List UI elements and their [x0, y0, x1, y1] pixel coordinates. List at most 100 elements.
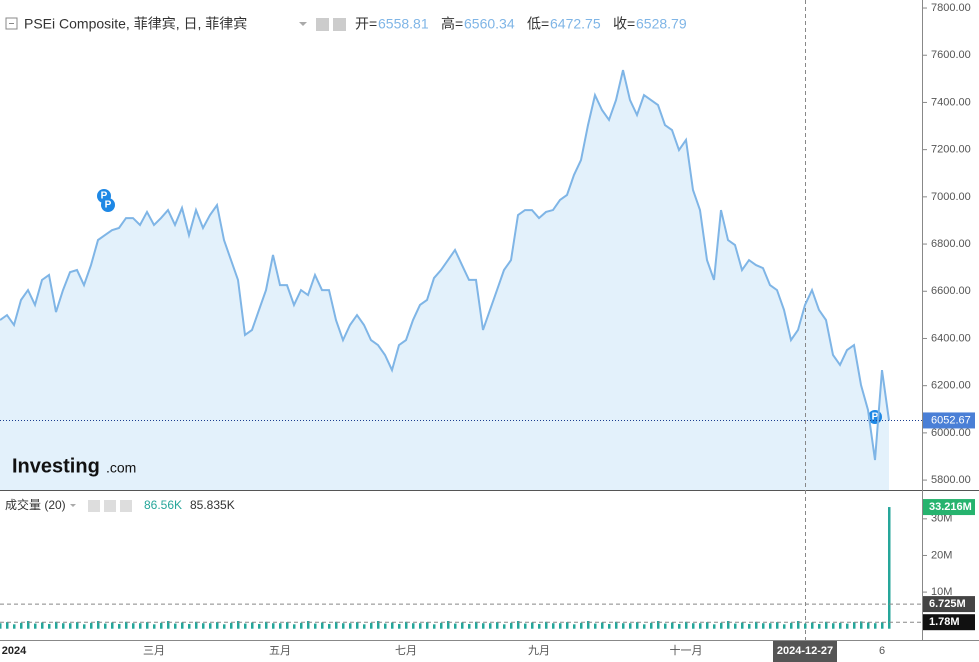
volume-bar [524, 623, 527, 629]
x-tick-label: 2024-12-27 [777, 645, 833, 657]
volume-bar [685, 621, 688, 629]
volume-bar [293, 624, 296, 629]
volume-bar [132, 623, 135, 629]
volume-bar [384, 623, 387, 629]
volume-bar [363, 624, 366, 629]
volume-bar [76, 622, 79, 629]
volume-bar [27, 621, 30, 629]
volume-bar [825, 621, 828, 629]
volume-bar [496, 622, 499, 629]
y-tick-label: 5800.00 [931, 474, 971, 486]
volume-bar [328, 623, 331, 629]
x-tick-label: 九月 [528, 644, 550, 657]
volume-bar [279, 623, 282, 629]
y-tick-label: 6800.00 [931, 238, 971, 250]
ohlc-value: 6560.34 [464, 16, 515, 32]
volume-bar [643, 624, 646, 629]
volume-bar [622, 623, 625, 629]
volume-bar [209, 623, 212, 629]
volume-bar [580, 622, 583, 629]
volume-bar [468, 623, 471, 629]
volume-bar [97, 621, 100, 629]
ohlc-value: 6472.75 [550, 16, 601, 32]
volume-bar [545, 621, 548, 629]
volume-bar [482, 623, 485, 629]
volume-bar [531, 622, 534, 629]
x-tick-label: 五月 [269, 645, 291, 657]
volume-bar [223, 624, 226, 629]
volume-bar [587, 621, 590, 629]
volume-bar [48, 623, 51, 629]
volume-bar [300, 622, 303, 629]
reference-label: 33.216M [929, 501, 972, 513]
settings-icon[interactable] [333, 18, 346, 31]
dropdown[interactable] [70, 504, 76, 507]
volume-bar [860, 621, 863, 629]
close-icon[interactable] [120, 500, 132, 512]
volume-bar [706, 622, 709, 629]
volume-bar [356, 622, 359, 629]
event-marker-label: P [105, 200, 112, 211]
y-tick-label: 10M [931, 586, 952, 598]
volume-bar [41, 622, 44, 629]
volume-legend-value: 86.56K [144, 498, 182, 512]
y-tick-label: 7000.00 [931, 191, 971, 203]
volume-bar [405, 621, 408, 629]
volume-bar [678, 623, 681, 629]
volume-bar [713, 624, 716, 629]
volume-bar [538, 623, 541, 629]
y-tick-label: 7600.00 [931, 49, 971, 61]
volume-bar [573, 624, 576, 629]
volume-bar [6, 622, 9, 629]
event-marker-label: P [101, 191, 108, 202]
volume-bar [804, 623, 807, 629]
volume-bar [748, 623, 751, 629]
eye-icon[interactable] [88, 500, 100, 512]
volume-bar [349, 623, 352, 629]
eye-icon[interactable] [316, 18, 329, 31]
event-marker[interactable] [101, 198, 115, 212]
chart-title: PSEi Composite, 菲律宾, 日, 菲律宾 [24, 16, 247, 32]
volume-bar [503, 624, 506, 629]
last-price-label: 6052.67 [931, 414, 971, 426]
volume-bar [475, 621, 478, 629]
volume-bar [790, 622, 793, 629]
volume-bar [0, 623, 2, 629]
volume-bar [461, 622, 464, 629]
ohlc-label: 开= [355, 16, 377, 32]
y-tick-label: 6400.00 [931, 332, 971, 344]
dropdown[interactable] [299, 22, 307, 26]
ohlc-value: 6558.81 [378, 16, 429, 32]
volume-bar [55, 621, 58, 629]
volume-bar [797, 621, 800, 629]
event-marker-label: P [872, 412, 879, 423]
volume-bar [769, 623, 772, 629]
volume-bar [615, 621, 618, 629]
volume-bar [139, 623, 142, 629]
volume-bar [755, 621, 758, 629]
volume-bar [727, 621, 730, 629]
volume-bar [62, 623, 65, 629]
volume-title: 成交量 (20) [5, 497, 66, 512]
volume-bar [20, 622, 23, 629]
volume-bar [552, 623, 555, 629]
volume-legend-value: 85.835K [190, 498, 235, 512]
volume-bar [370, 622, 373, 629]
volume-bar [811, 622, 814, 629]
volume-bar [846, 623, 849, 629]
volume-bar [776, 622, 779, 629]
y-tick-label: 6200.00 [931, 380, 971, 392]
volume-bar [566, 622, 569, 629]
volume-bar [741, 622, 744, 629]
volume-bar [419, 623, 422, 629]
volume-bar [237, 621, 240, 629]
collapse-icon[interactable] [5, 17, 18, 30]
volume-bar [664, 623, 667, 629]
volume-bar [412, 623, 415, 629]
settings-icon[interactable] [104, 500, 116, 512]
x-tick-label: 十一月 [670, 643, 703, 657]
volume-bar [734, 623, 737, 629]
volume-bar [783, 624, 786, 629]
volume-bar [83, 624, 86, 629]
y-tick-label: 20M [931, 549, 952, 561]
